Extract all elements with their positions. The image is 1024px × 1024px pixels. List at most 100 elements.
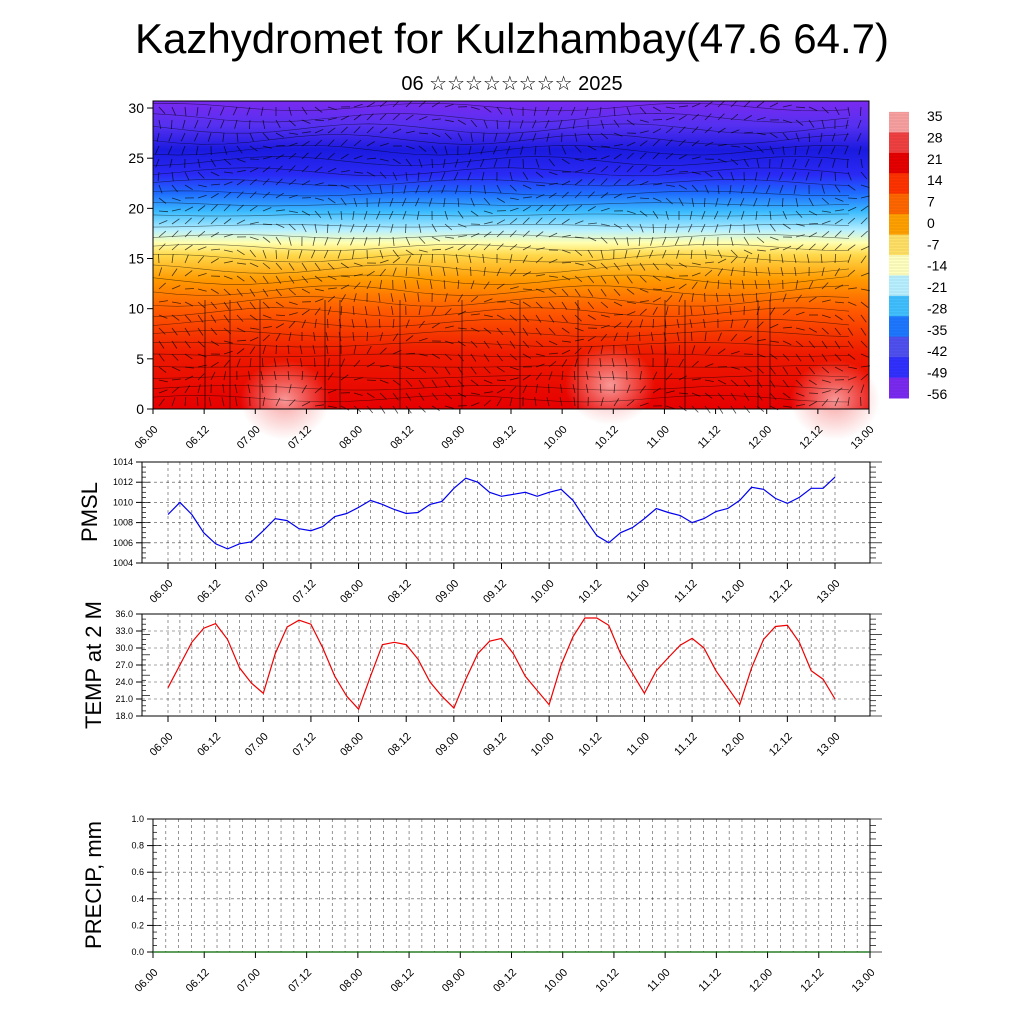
wind-barb [184,184,193,191]
wind-barb [522,314,529,323]
wind-barb [288,106,292,116]
wind-barb [171,171,174,181]
wind-barb [574,158,584,162]
wind-barb [470,280,475,290]
wind-barb [834,366,844,372]
wind-barb [363,210,368,220]
wind-barb [158,220,168,225]
wind-barb [587,301,595,310]
wind-barb [639,152,647,160]
wind-barb [429,280,433,290]
chart-title: Kazhydromet for Kulzhambay(47.6 64.7) [134,15,890,62]
y-tick-label: 0.6 [131,867,144,877]
wind-barb [197,314,204,323]
wind-barb [847,254,852,264]
wind-barb [857,119,862,129]
heatmap-field [153,101,869,409]
wind-barb [704,141,714,147]
wind-barb [194,132,199,142]
wind-barb [795,210,803,218]
wind-barb [301,223,307,233]
wind-barb [483,210,493,214]
wind-barb [171,197,181,202]
contour-line [152,144,850,156]
wind-barb [288,321,296,329]
wind-barb [769,340,779,343]
wind-barb [444,119,454,123]
x-tick-label: 06.12 [184,967,212,995]
y-tick-label: 33.0 [115,626,133,636]
x-tick-label: 13.00 [815,578,843,606]
wind-barb [301,152,309,160]
wind-barb [405,319,410,329]
wind-barb [405,171,408,181]
wind-barb [249,221,259,225]
wind-barb [753,184,758,194]
wind-barb [444,132,452,140]
wind-barb [171,340,178,349]
wind-barb [847,230,855,238]
wind-barb [444,325,454,329]
wind-barb [509,197,519,200]
wind-barb [287,249,290,259]
wind-barb [808,379,817,386]
wind-barb [730,145,740,148]
wind-barb [301,319,306,329]
wind-barb [730,392,737,401]
wind-barb [392,392,399,401]
wind-barb [613,398,620,407]
wind-barb [379,113,387,121]
wind-barb [600,132,609,140]
wind-barb [704,101,713,108]
colorbar-label: -42 [927,343,947,359]
wind-barb [847,171,852,181]
wind-barb [665,390,675,394]
wind-barb [808,401,817,407]
wind-barb [730,113,739,121]
wind-barb [688,236,693,246]
wind-barb [652,318,654,329]
wind-barb [678,344,681,355]
wind-barb [418,254,422,264]
wind-barb [730,366,740,370]
wind-barb [522,245,531,251]
y-tick-label: 0.4 [131,894,144,904]
wind-barb [197,158,201,168]
wind-barb [340,358,345,368]
wind-barb [806,145,810,155]
wind-barb [808,296,817,303]
wind-barb [834,184,841,193]
wind-barb [340,197,347,206]
wind-barb [404,280,407,290]
wind-barb [508,119,511,129]
y-tick-label: 30 [128,100,144,116]
wind-barb [535,327,542,336]
wind-barb [574,249,583,257]
wind-barb [769,236,779,241]
wind-barb [182,119,186,129]
wind-barb [405,255,412,264]
wind-barb [327,275,337,280]
y-tick-label: 5 [136,351,144,367]
wind-barb [261,357,264,368]
wind-barb [678,105,688,108]
colorbar-swatch [889,234,909,256]
x-tick-label: 09.00 [433,731,461,759]
x-tick-label: 08.12 [386,578,414,606]
wind-barb [300,358,303,368]
wind-barb [535,217,543,225]
wind-barb [626,288,635,295]
wind-barb [730,100,738,108]
wind-barb [846,158,849,169]
wind-barb [704,332,707,342]
wind-barb [405,145,415,150]
wind-barb [782,145,785,155]
wind-barb [288,223,296,231]
wind-barb [457,223,467,228]
warm-core-2 [790,360,880,440]
wind-barb [249,346,256,355]
contour-line [152,156,850,167]
wind-barb [431,353,440,359]
wind-barb [652,387,661,394]
wind-barb [847,244,856,251]
